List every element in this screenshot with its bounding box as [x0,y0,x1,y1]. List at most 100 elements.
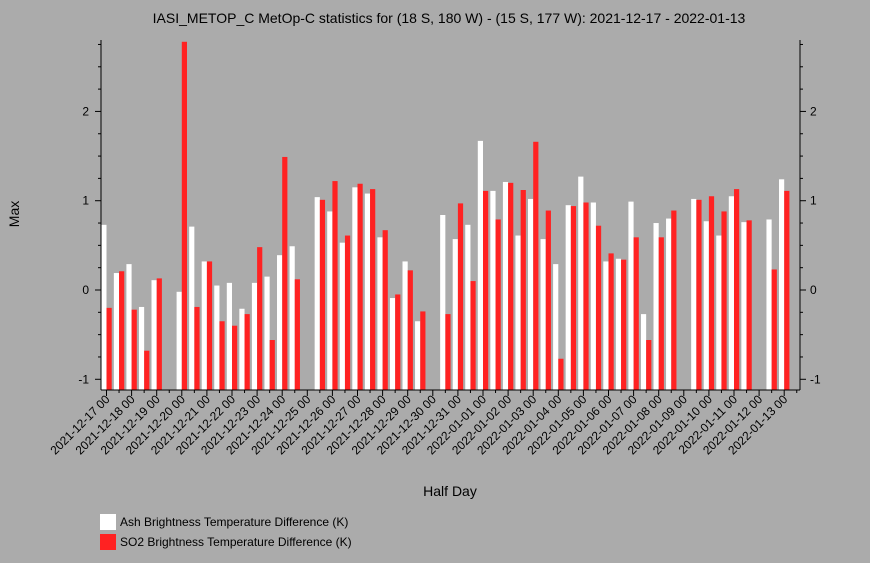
x-axis-label: Half Day [423,483,477,499]
ash-bar-2022-01-02 12 [515,235,521,390]
ash-bar-2022-01-10 00 [703,221,709,390]
legend-item-ash: Ash Brightness Temperature Difference (K… [100,512,352,532]
so2-bar-2022-01-10 00 [708,196,715,390]
y-axis-label: Max [6,201,22,227]
chart-title: IASI_METOP_C MetOp-C statistics for (18 … [153,10,746,26]
so2-bar-2021-12-31 00 [457,203,464,390]
ash-bar-2021-12-25 12 [314,197,320,390]
y-tick-label-right: 1 [810,194,817,208]
so2-bar-2021-12-31 12 [470,281,476,390]
so2-bar-2021-12-23 00 [257,247,263,390]
so2-bar-2022-01-11 12 [746,220,752,390]
ash-bar-2021-12-27 12 [364,193,371,390]
ash-bar-2022-01-05 00 [578,176,584,390]
so2-bar-2021-12-28 12 [395,294,401,390]
ash-bar-2021-12-28 12 [389,298,396,390]
legend-label-so2: SO2 Brightness Temperature Difference (K… [120,535,352,549]
so2-bar-2021-12-22 12 [244,314,250,390]
y-tick-label-left: 2 [82,104,89,118]
ash-bar-2021-12-28 00 [377,237,383,390]
so2-bar-2022-01-04 12 [570,206,577,390]
y-tick-label-right: -1 [810,372,821,386]
ash-bar-2021-12-31 12 [465,224,471,390]
so2-bar-2021-12-18 12 [144,350,150,390]
so2-bar-2021-12-26 12 [344,235,351,390]
ash-bar-2021-12-27 00 [352,187,358,390]
ash-bar-2021-12-22 12 [239,308,245,390]
so2-bar-2022-01-01 00 [483,190,489,390]
so2-bar-2021-12-21 12 [219,321,225,390]
ash-bar-2021-12-26 00 [327,211,333,390]
so2-bar-2022-01-04 00 [558,358,564,390]
so2-bar-2021-12-27 12 [370,189,376,390]
ash-bar-2021-12-22 00 [226,282,232,390]
ash-bar-2021-12-23 00 [251,282,258,390]
so2-bar-2022-01-06 00 [608,253,614,390]
so2-bar-2021-12-26 00 [332,181,338,390]
so2-bar-2022-01-05 00 [583,202,589,390]
ash-bar-2022-01-10 12 [716,235,722,390]
ash-bar-2022-01-05 12 [590,202,596,390]
legend: Ash Brightness Temperature Difference (K… [100,512,352,552]
ash-bar-2022-01-06 12 [615,258,622,390]
ash-bar-2021-12-21 00 [201,261,207,390]
so2-bar-2021-12-29 12 [420,311,426,390]
so2-bar-2021-12-18 00 [131,309,137,390]
so2-bar-2022-01-02 00 [508,182,514,390]
so2-bar-2022-01-07 12 [646,340,652,390]
ash-bar-2021-12-23 12 [264,276,270,390]
so2-bar-2022-01-02 12 [520,190,526,390]
bars-group [101,41,790,390]
ash-bar-2022-01-07 00 [628,201,634,390]
so2-bar-2022-01-05 12 [595,225,602,390]
ash-bar-2022-01-02 00 [502,181,509,390]
y-tick-label-right: 2 [810,104,817,118]
so2-bar-2021-12-20 00 [181,41,187,390]
so2-bar-2021-12-28 00 [382,230,388,390]
so2-bar-2021-12-17 00 [106,307,112,390]
ash-bar-2021-12-21 12 [214,285,220,390]
so2-bar-2021-12-27 00 [357,183,363,390]
legend-swatch-so2 [100,534,116,550]
so2-bar-2021-12-22 00 [232,325,238,390]
ash-bar-2022-01-04 00 [553,264,559,390]
ash-bar-2022-01-13 00 [779,179,785,390]
ash-bar-2022-01-12 12 [766,219,772,390]
so2-bar-2021-12-29 00 [407,270,413,390]
ash-bar-2021-12-18 00 [126,264,132,390]
ash-bar-2022-01-08 00 [653,223,659,390]
so2-bar-2022-01-08 00 [658,237,664,390]
so2-bar-2021-12-24 12 [294,279,300,390]
so2-bar-2021-12-30 12 [445,314,451,390]
so2-bar-2022-01-03 00 [533,141,539,390]
ash-bar-2022-01-08 12 [666,218,672,390]
y-tick-label-left: -1 [78,372,89,386]
ash-bar-2021-12-29 00 [402,261,408,390]
so2-bar-2021-12-25 12 [319,199,326,390]
so2-bar-2021-12-24 00 [282,156,288,390]
so2-bar-2022-01-08 12 [671,210,677,390]
ash-bar-2021-12-26 12 [339,242,345,390]
ash-bar-2022-01-01 00 [477,140,483,390]
ash-bar-2021-12-24 12 [289,246,295,390]
ash-bar-2021-12-17 12 [113,273,120,390]
ash-bar-2021-12-24 00 [277,255,283,390]
legend-item-so2: SO2 Brightness Temperature Difference (K… [100,532,352,552]
so2-bar-2022-01-09 12 [696,199,702,390]
so2-bar-2021-12-21 00 [206,261,213,390]
legend-label-ash: Ash Brightness Temperature Difference (K… [120,515,349,529]
so2-bar-2021-12-23 12 [269,340,275,390]
ash-bar-2022-01-03 00 [528,198,534,390]
so2-bar-2022-01-12 12 [771,269,777,390]
ash-bar-2021-12-31 00 [452,239,458,390]
so2-bar-2022-01-06 12 [621,259,627,390]
legend-swatch-ash [100,514,116,530]
ash-bar-2021-12-20 00 [176,291,182,390]
ash-bar-2021-12-17 00 [101,224,107,390]
ash-bar-2021-12-20 12 [189,226,195,390]
y-tick-label-left: 0 [82,283,89,297]
so2-bar-2021-12-19 00 [156,278,162,390]
ash-bar-2022-01-11 12 [741,222,747,390]
ash-bar-2022-01-04 12 [565,205,571,390]
